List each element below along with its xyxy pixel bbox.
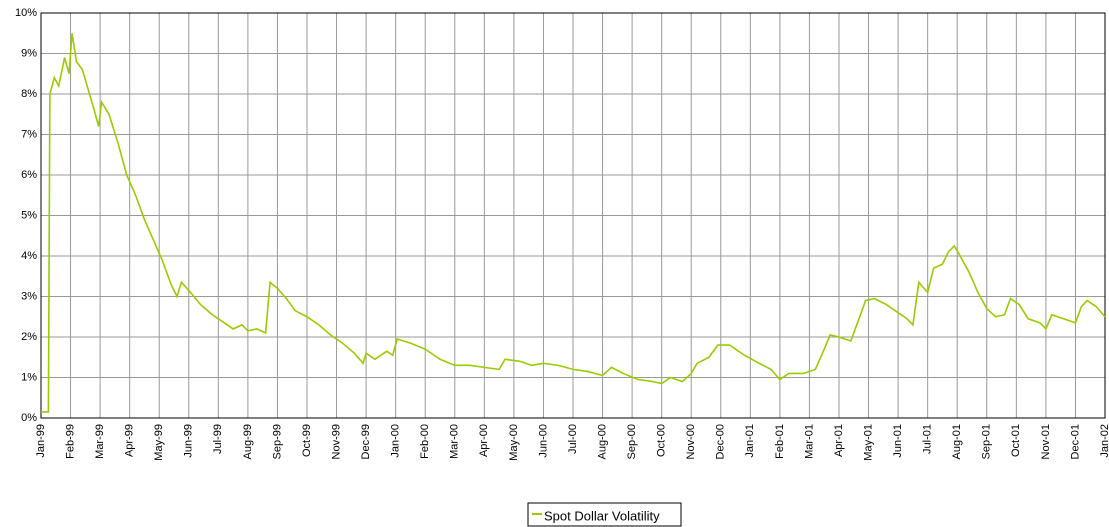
y-tick-label: 1% <box>21 371 37 383</box>
y-tick-label: 9% <box>21 47 37 59</box>
x-tick-label: Aug-99 <box>242 424 254 459</box>
x-tick-label: Nov-99 <box>330 424 342 459</box>
x-tick-label: Jun-00 <box>537 424 549 458</box>
data-line <box>41 33 1106 413</box>
y-tick-label: 10% <box>15 7 37 19</box>
x-tick-label: Jun-99 <box>183 424 195 458</box>
x-tick-label: Oct-99 <box>301 424 313 457</box>
x-tick-label: Nov-01 <box>1040 424 1052 459</box>
x-tick-label: Sep-99 <box>271 424 283 459</box>
x-tick-label: Sep-01 <box>981 424 993 459</box>
plot-border <box>40 12 1106 419</box>
x-tick-label: Sep-00 <box>626 424 638 459</box>
x-tick-label: Jul-00 <box>567 424 579 454</box>
x-tick-label: Jan-02 <box>1099 424 1109 458</box>
x-tick-label: Jan-00 <box>390 424 402 458</box>
x-tick-label: Mar-00 <box>449 424 461 459</box>
x-tick-label: Jan-99 <box>35 424 47 458</box>
y-tick-label: 2% <box>21 331 37 343</box>
x-tick-label: Aug-01 <box>951 424 963 459</box>
x-tick-label: Feb-00 <box>419 424 431 459</box>
x-tick-label: Oct-01 <box>1010 424 1022 457</box>
x-tick-label: Dec-01 <box>1069 424 1081 459</box>
y-tick-label: 8% <box>21 88 37 100</box>
y-tick-label: 3% <box>21 290 37 302</box>
legend-label: Spot Dollar Volatility <box>544 508 660 523</box>
x-tick-label: Feb-99 <box>64 424 76 459</box>
y-tick-label: 6% <box>21 169 37 181</box>
x-tick-label: Apr-99 <box>124 424 136 457</box>
y-tick-label: 5% <box>21 209 37 221</box>
y-tick-label: 4% <box>21 250 37 262</box>
x-tick-label: Nov-00 <box>685 424 697 459</box>
y-tick-label: 7% <box>21 128 37 140</box>
x-tick-label: Dec-99 <box>360 424 372 459</box>
x-tick-label: Dec-00 <box>715 424 727 459</box>
x-tick-label: Oct-00 <box>656 424 668 457</box>
y-tick-label: 0% <box>21 412 37 424</box>
x-tick-label: Aug-00 <box>596 424 608 459</box>
x-tick-label: Jul-99 <box>212 424 224 454</box>
x-tick-label: Jan-01 <box>744 424 756 458</box>
x-tick-label: Jul-01 <box>922 424 934 454</box>
x-tick-label: Mar-01 <box>803 424 815 459</box>
x-tick-label: Apr-01 <box>833 424 845 457</box>
x-tick-label: Feb-01 <box>774 424 786 459</box>
x-tick-label: Apr-00 <box>478 424 490 457</box>
x-tick-label: Jun-01 <box>892 424 904 458</box>
x-tick-label: May-01 <box>862 424 874 461</box>
x-tick-label: Mar-99 <box>94 424 106 459</box>
legend-box <box>527 502 682 527</box>
x-tick-label: May-00 <box>508 424 520 461</box>
x-tick-label: May-99 <box>153 424 165 461</box>
